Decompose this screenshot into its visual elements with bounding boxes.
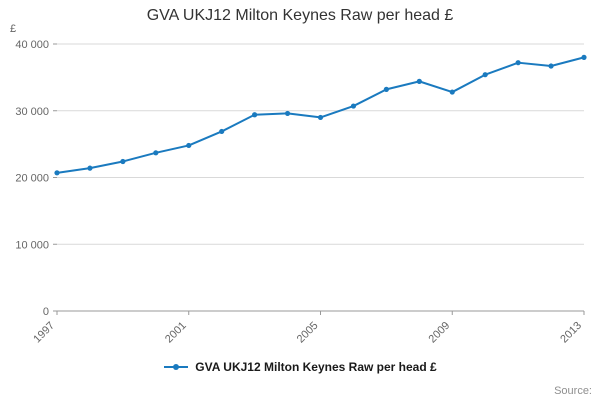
data-series (54, 54, 587, 176)
svg-text:20 000: 20 000 (15, 173, 49, 185)
svg-text:2009: 2009 (427, 320, 453, 346)
source-label: Source: (554, 385, 592, 397)
legend-line-marker (164, 364, 189, 370)
svg-text:2001: 2001 (163, 320, 189, 346)
svg-text:0: 0 (43, 306, 49, 318)
svg-text:10 000: 10 000 (15, 239, 49, 251)
line-plot: 0 10 000 20 000 30 000 40 000 1997 2001 2005 200… (15, 39, 587, 346)
legend-label: GVA UKJ12 Milton Keynes Raw per head £ (195, 360, 437, 374)
svg-text:1997: 1997 (31, 320, 57, 346)
svg-text:2005: 2005 (295, 320, 321, 346)
svg-text:30 000: 30 000 (15, 106, 49, 118)
axes: 0 10 000 20 000 30 000 40 000 1997 2001 2005 200… (15, 39, 585, 346)
y-axis-unit-label: £ (10, 23, 17, 35)
svg-text:2013: 2013 (558, 320, 584, 346)
svg-text:40 000: 40 000 (15, 39, 49, 51)
chart-title: GVA UKJ12 Milton Keynes Raw per head £ (146, 7, 454, 24)
gridlines (57, 43, 584, 245)
legend: GVA UKJ12 Milton Keynes Raw per head £ (0, 360, 600, 374)
